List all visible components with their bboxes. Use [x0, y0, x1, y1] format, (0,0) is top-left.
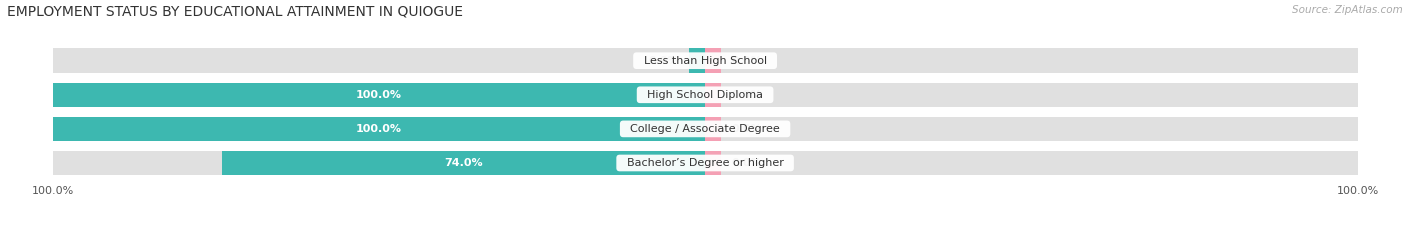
Bar — [704, 82, 721, 107]
Text: 0.0%: 0.0% — [731, 90, 762, 100]
Bar — [52, 116, 704, 141]
Bar — [689, 48, 704, 73]
Bar — [704, 116, 721, 141]
Bar — [704, 48, 1358, 73]
Text: Bachelor’s Degree or higher: Bachelor’s Degree or higher — [620, 158, 790, 168]
Bar — [52, 116, 704, 141]
Bar — [52, 82, 704, 107]
Text: 0.0%: 0.0% — [731, 56, 762, 66]
Bar — [52, 48, 704, 73]
Text: EMPLOYMENT STATUS BY EDUCATIONAL ATTAINMENT IN QUIOGUE: EMPLOYMENT STATUS BY EDUCATIONAL ATTAINM… — [7, 5, 463, 19]
Text: 0.0%: 0.0% — [648, 56, 679, 66]
Bar — [52, 151, 704, 175]
Text: 74.0%: 74.0% — [444, 158, 484, 168]
Bar — [222, 151, 704, 175]
Text: Less than High School: Less than High School — [637, 56, 773, 66]
Bar — [704, 82, 1358, 107]
Text: 100.0%: 100.0% — [356, 124, 402, 134]
Text: College / Associate Degree: College / Associate Degree — [623, 124, 787, 134]
Bar — [704, 48, 721, 73]
Bar — [704, 116, 1358, 141]
Text: 0.0%: 0.0% — [731, 158, 762, 168]
Bar — [704, 151, 721, 175]
Text: Source: ZipAtlas.com: Source: ZipAtlas.com — [1292, 5, 1403, 15]
Text: High School Diploma: High School Diploma — [640, 90, 770, 100]
Text: 0.0%: 0.0% — [731, 124, 762, 134]
Text: 100.0%: 100.0% — [356, 90, 402, 100]
Bar — [52, 82, 704, 107]
Bar — [704, 151, 1358, 175]
